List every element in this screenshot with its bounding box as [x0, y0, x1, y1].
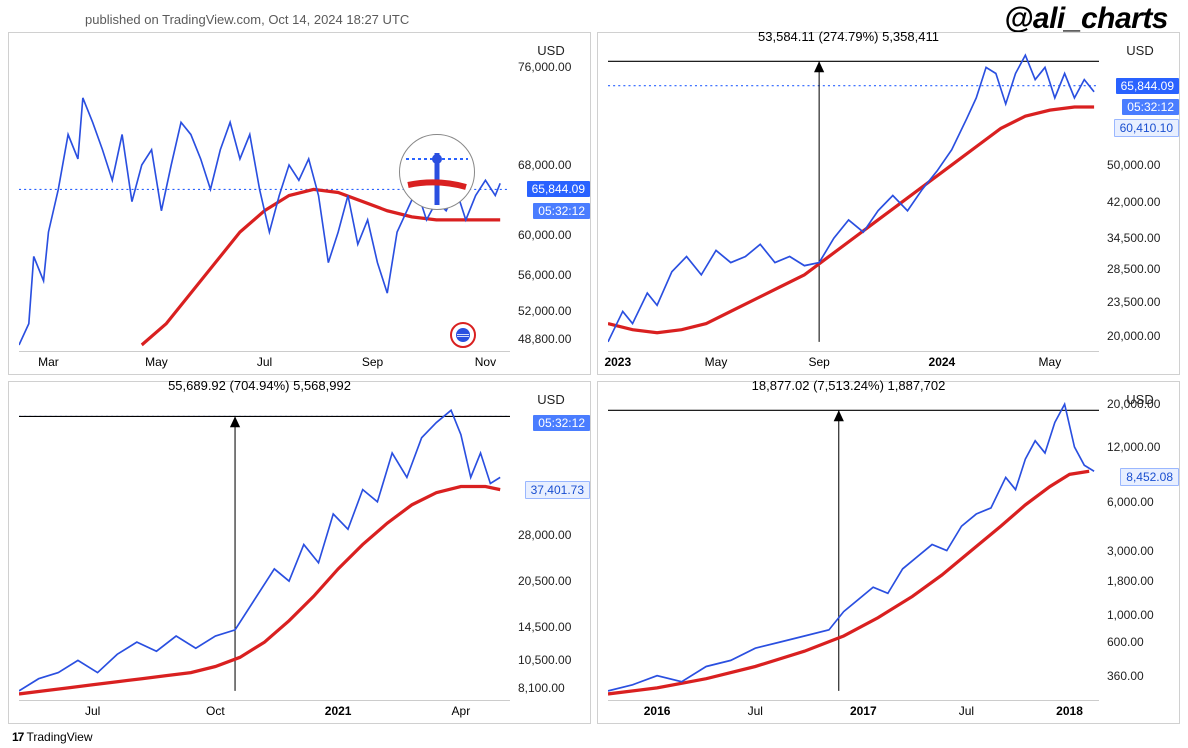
panel-top-left: Mar May Jul Sep Nov USD 76,000.00 68,000.00 65,8… — [8, 32, 591, 375]
price-badge: 05:32:12 — [533, 415, 590, 431]
x-tick-label: Jul — [959, 701, 974, 718]
price-line — [608, 404, 1094, 691]
y-axis: USD 76,000.00 68,000.00 65,844.09 05:32:12 60… — [512, 43, 590, 348]
y-tick-label: 34,500.00 — [1107, 231, 1160, 245]
x-tick-label: 2023 — [604, 352, 631, 369]
x-tick-label: May — [145, 352, 168, 369]
x-tick-label: Mar — [38, 352, 59, 369]
currency-label: USD — [1101, 43, 1179, 58]
y-tick-label: 14,500.00 — [518, 620, 571, 634]
x-tick-label: May — [705, 352, 728, 369]
x-tick-label: Sep — [808, 352, 829, 369]
price-line — [19, 410, 500, 691]
price-badge: 05:32:12 — [1122, 99, 1179, 115]
panel-bottom-right: 18,877.02 (7,513.24%) 1,887,7022016Jul20… — [597, 381, 1180, 724]
y-tick-label: 20,500.00 — [518, 574, 571, 588]
tradingview-watermark: 17 TradingView — [12, 730, 93, 744]
x-tick-label: Jul — [257, 352, 272, 369]
measurement-annotation: 53,584.11 (274.79%) 5,358,411 — [598, 29, 1099, 44]
y-tick-label: 8,100.00 — [518, 681, 565, 695]
currency-label: USD — [512, 43, 590, 58]
moving-average-line — [608, 107, 1094, 333]
y-axis: USD 65,844.09 05:32:12 60,410.10 50,000.00 42… — [1101, 43, 1179, 348]
y-tick-label: 50,000.00 — [1107, 158, 1160, 172]
y-axis: USD20,000.0012,000.008,452.086,000.003,0… — [1101, 392, 1179, 697]
y-tick-label: 20,000.00 — [1107, 329, 1160, 343]
y-tick-label: 23,500.00 — [1107, 295, 1160, 309]
panel-top-right: 53,584.11 (274.79%) 5,358,411 2023 May Sep 2… — [597, 32, 1180, 375]
y-tick-label: 60,000.00 — [518, 228, 571, 242]
logo-badge-icon — [450, 322, 476, 348]
y-tick-label: 12,000.00 — [1107, 440, 1160, 454]
y-tick-label: 1,000.00 — [1107, 608, 1154, 622]
y-tick-label: 20,000.00 — [1107, 397, 1160, 411]
price-badge: 65,844.09 — [1116, 78, 1179, 94]
x-tick-label: 2024 — [929, 352, 956, 369]
y-axis: USD 05:32:12 37,401.73 28,000.00 20,500.00 14… — [512, 392, 590, 697]
y-tick-label: 1,800.00 — [1107, 574, 1154, 588]
price-badge: 60,410.10 — [1114, 119, 1179, 137]
x-tick-label: 2018 — [1056, 701, 1083, 718]
x-axis: Mar May Jul Sep Nov — [19, 351, 510, 374]
y-tick-label: 360.00 — [1107, 669, 1144, 683]
y-tick-label: 10,500.00 — [518, 653, 571, 667]
x-tick-label: Nov — [475, 352, 496, 369]
x-tick-label: May — [1039, 352, 1062, 369]
price-badge: 65,844.09 — [527, 181, 590, 197]
y-tick-label: 68,000.00 — [518, 158, 571, 172]
x-axis: 2023MaySep2024May — [608, 351, 1099, 374]
y-tick-label: 600.00 — [1107, 635, 1144, 649]
chart-grid: Mar May Jul Sep Nov USD 76,000.00 68,000.00 65,8… — [8, 32, 1180, 724]
x-tick-label: Sep — [362, 352, 383, 369]
y-tick-label: 28,500.00 — [1107, 262, 1160, 276]
published-note: published on TradingView.com, Oct 14, 20… — [85, 12, 409, 27]
measurement-annotation: 55,689.92 (704.94%) 5,568,992 — [9, 378, 510, 393]
currency-label: USD — [512, 392, 590, 407]
x-tick-label: Apr — [452, 701, 471, 718]
x-tick-label: Jul — [85, 701, 100, 718]
y-tick-label: 52,000.00 — [518, 304, 571, 318]
x-tick-label: 2016 — [644, 701, 671, 718]
x-axis: Jul Oct 2021 Apr — [19, 700, 510, 723]
x-axis: 2016 Jul 2017 Jul 2018 — [608, 700, 1099, 723]
y-tick-label: 56,000.00 — [518, 268, 571, 282]
price-badge: 8,452.08 — [1120, 468, 1179, 486]
price-line — [608, 55, 1094, 342]
y-tick-label: 3,000.00 — [1107, 544, 1154, 558]
y-tick-label: 28,000.00 — [518, 528, 571, 542]
measurement-annotation: 18,877.02 (7,513.24%) 1,887,702 — [598, 378, 1099, 393]
x-tick-label: 2017 — [850, 701, 877, 718]
y-tick-label: 76,000.00 — [518, 60, 571, 74]
magnifier-circle — [399, 134, 475, 210]
panel-bottom-left: 55,689.92 (704.94%) 5,568,992 Jul Oct 2021 A… — [8, 381, 591, 724]
x-tick-label: Jul — [748, 701, 763, 718]
x-tick-label: 2021 — [325, 701, 352, 718]
price-badge: 37,401.73 — [525, 481, 590, 499]
y-tick-label: 42,000.00 — [1107, 195, 1160, 209]
y-tick-label: 48,800.00 — [518, 332, 571, 346]
x-tick-label: Oct — [206, 701, 225, 718]
moving-average-line — [608, 471, 1089, 694]
price-badge: 05:32:12 — [533, 203, 590, 219]
y-tick-label: 6,000.00 — [1107, 495, 1154, 509]
